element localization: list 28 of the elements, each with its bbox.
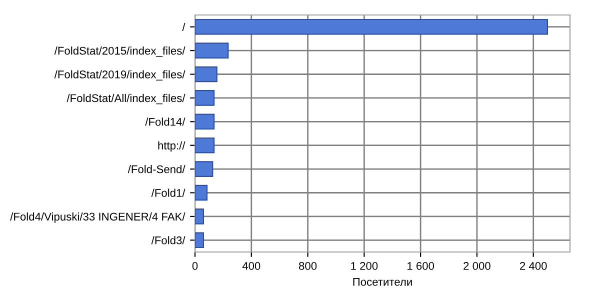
y-tick-label: http:// — [158, 141, 186, 152]
bar — [195, 42, 229, 58]
y-tick-label: /FoldStat/2015/index_files/ — [54, 46, 186, 57]
y-tick-label: /FoldStat/2019/index_files/ — [54, 70, 186, 80]
y-tick-label: /Fold3/ — [151, 236, 186, 244]
x-tick-label: 0 — [192, 262, 198, 270]
bar — [195, 232, 204, 248]
bar — [195, 184, 208, 201]
bar — [195, 114, 215, 130]
y-tick-label: /Fold14/ — [145, 118, 186, 126]
y-tick-label: /Fold-Send/ — [128, 165, 186, 174]
x-tick-label: 800 — [298, 262, 317, 270]
x-axis-title: Посетители — [353, 278, 412, 286]
y-tick-label: /Fold4/Vipuski/33 INGENER/4 FAK/ — [10, 212, 186, 223]
bar — [195, 161, 214, 177]
y-tick-label: /FoldStat/All/index_files/ — [66, 94, 186, 104]
bar — [195, 66, 218, 82]
bar — [195, 137, 215, 154]
x-tick-label: 1 600 — [408, 262, 434, 270]
x-tick-label: 1 200 — [351, 262, 378, 270]
x-tick-label: 2 000 — [464, 262, 490, 270]
bar — [195, 208, 204, 224]
x-tick-label: 2 400 — [520, 262, 547, 270]
bar — [195, 18, 548, 35]
bar — [195, 90, 215, 106]
y-tick-label: /Fold1/ — [151, 188, 186, 197]
x-tick-label: 400 — [242, 262, 260, 270]
y-tick-label: / — [182, 22, 186, 31]
